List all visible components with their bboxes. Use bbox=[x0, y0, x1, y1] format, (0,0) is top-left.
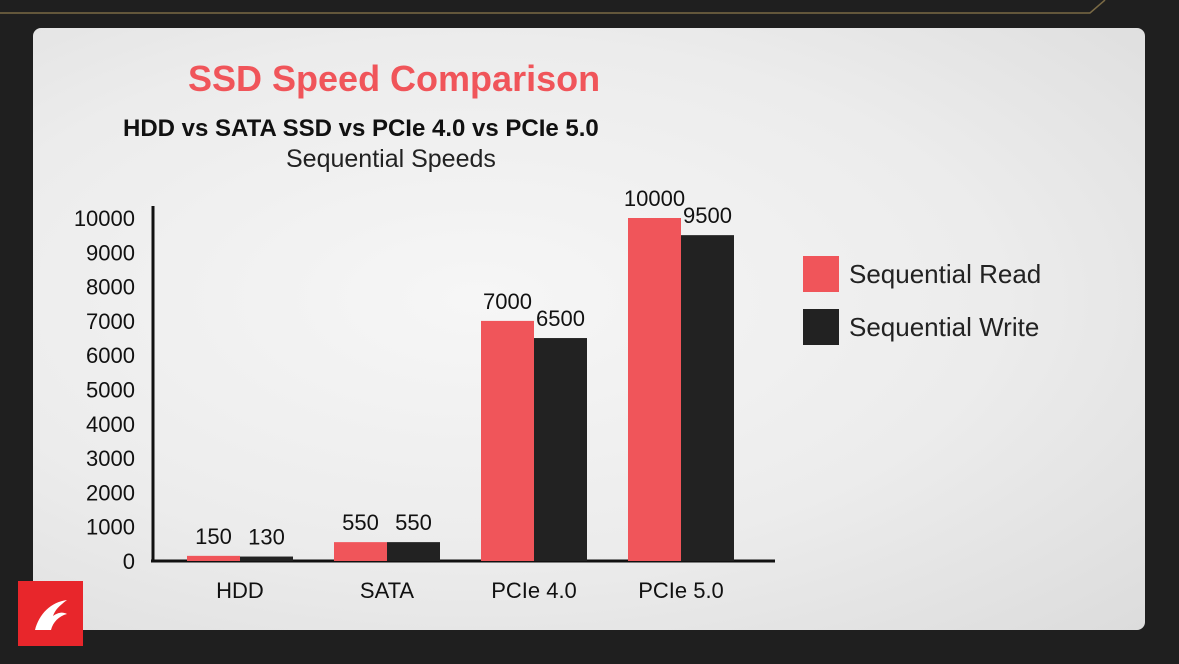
legend-swatch-read bbox=[803, 256, 839, 292]
y-tick-label: 5000 bbox=[86, 378, 135, 403]
bar bbox=[534, 338, 587, 561]
bar-chart: 0 1000 2000 3000 4000 5000 6000 7000 8000 9000 100… bbox=[74, 186, 775, 603]
data-label: 130 bbox=[248, 525, 285, 550]
legend-swatch-write bbox=[803, 309, 839, 345]
bar bbox=[387, 542, 440, 561]
bar bbox=[681, 235, 734, 561]
data-label: 150 bbox=[195, 524, 232, 549]
data-label: 10000 bbox=[624, 186, 685, 211]
data-label: 6500 bbox=[536, 306, 585, 331]
legend-item-read: Sequential Read bbox=[803, 256, 1041, 292]
x-tick-label: HDD bbox=[216, 578, 264, 603]
y-tick-label: 6000 bbox=[86, 343, 135, 368]
chart-subtitle: HDD vs SATA SSD vs PCIe 4.0 vs PCIe 5.0 bbox=[123, 115, 599, 142]
y-tick-label: 0 bbox=[123, 549, 135, 574]
y-tick-label: 10000 bbox=[74, 206, 135, 231]
x-tick-label: PCIe 5.0 bbox=[638, 578, 724, 603]
y-tick-label: 4000 bbox=[86, 412, 135, 437]
y-tick-label: 8000 bbox=[86, 275, 135, 300]
data-label: 550 bbox=[395, 510, 432, 535]
y-tick-label: 1000 bbox=[86, 515, 135, 540]
chart-subtitle-secondary: Sequential Speeds bbox=[286, 145, 496, 173]
y-tick-label: 2000 bbox=[86, 480, 135, 505]
bar bbox=[187, 555, 240, 561]
frame-decoration bbox=[0, 0, 1106, 14]
x-tick-label: PCIe 4.0 bbox=[491, 578, 577, 603]
bar bbox=[481, 320, 534, 561]
x-tick-label: SATA bbox=[360, 578, 415, 603]
legend-label-write: Sequential Write bbox=[849, 311, 1040, 342]
chart-card: SSD Speed Comparison HDD vs SATA SSD vs … bbox=[33, 28, 1145, 630]
dragon-logo-icon bbox=[18, 581, 83, 646]
bar bbox=[240, 556, 293, 561]
y-tick-label: 7000 bbox=[86, 309, 135, 334]
data-label: 550 bbox=[342, 510, 379, 535]
data-label: 9500 bbox=[683, 203, 732, 228]
legend-label-read: Sequential Read bbox=[849, 258, 1042, 289]
data-label: 7000 bbox=[483, 289, 532, 314]
bar bbox=[628, 218, 681, 561]
legend-item-write: Sequential Write bbox=[803, 309, 1041, 345]
y-tick-label: 9000 bbox=[86, 240, 135, 265]
legend: Sequential Read Sequential Write bbox=[803, 256, 1041, 362]
bar bbox=[334, 542, 387, 561]
y-tick-label: 3000 bbox=[86, 446, 135, 471]
chart-title: SSD Speed Comparison bbox=[188, 58, 601, 99]
